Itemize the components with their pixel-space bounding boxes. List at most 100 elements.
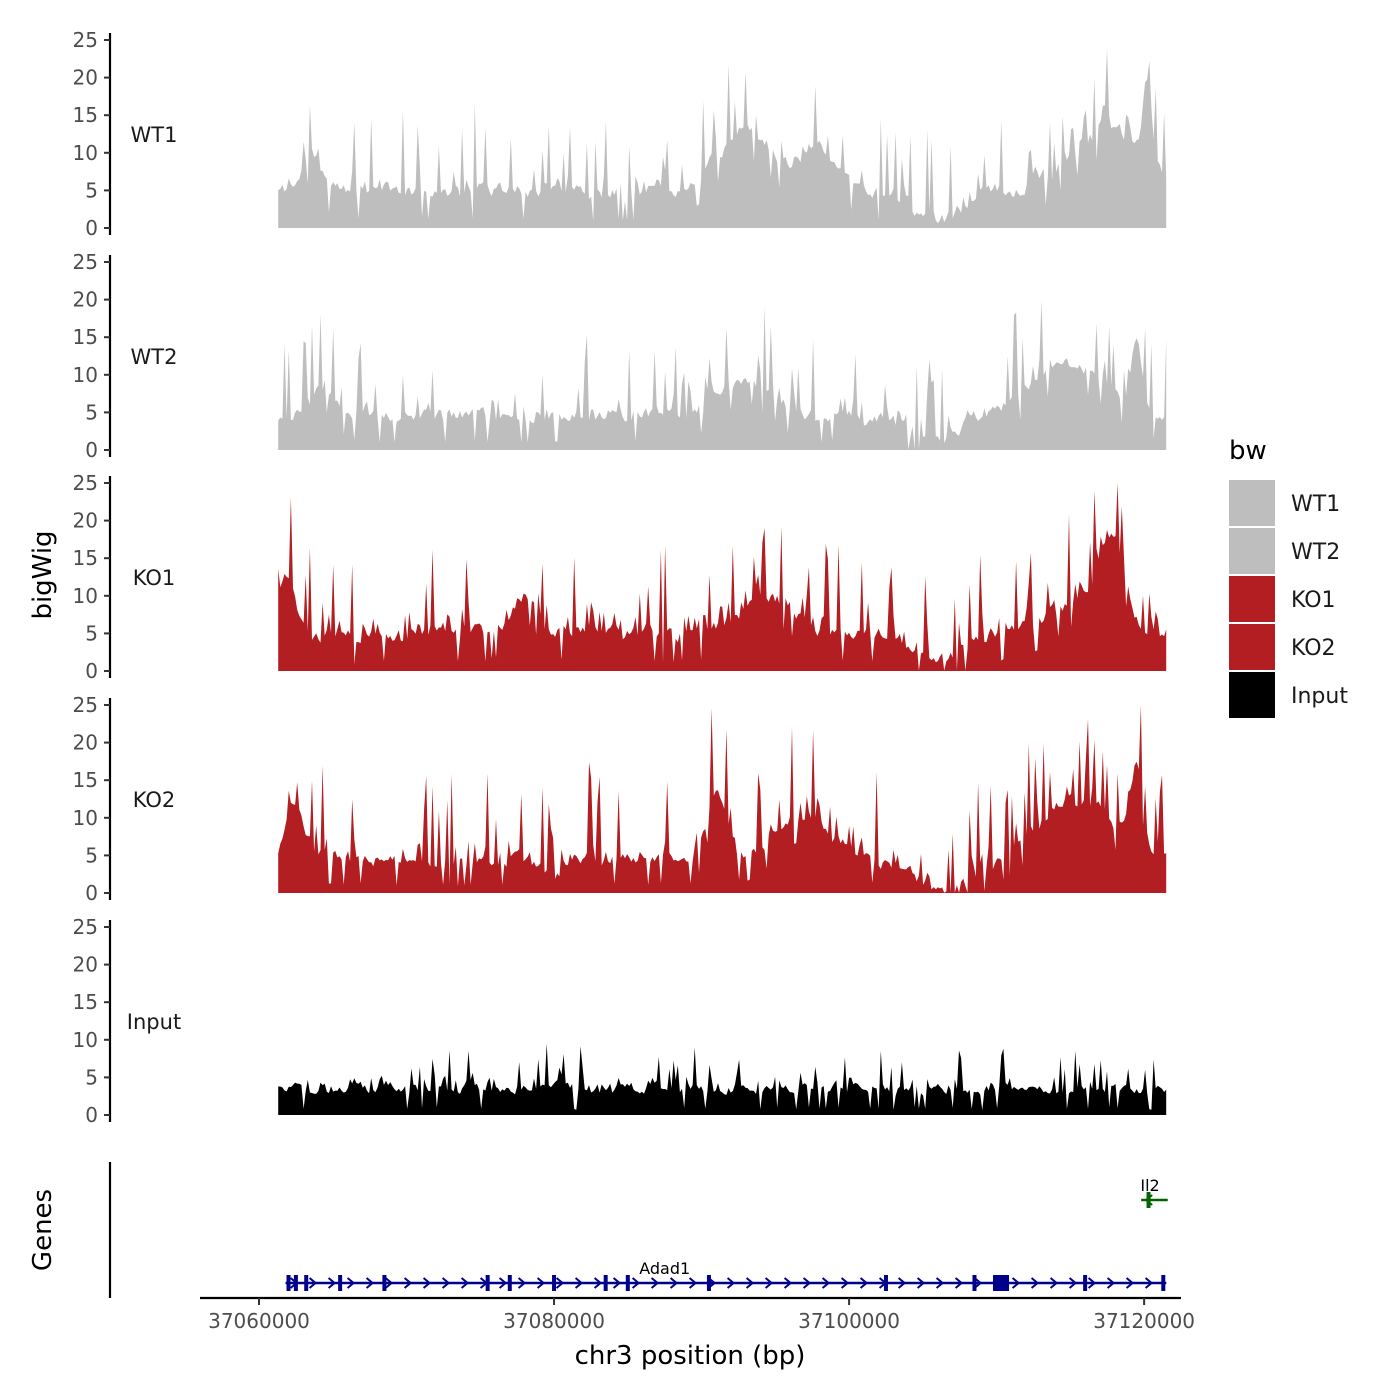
strand-arrow [441, 1277, 451, 1289]
exon [338, 1275, 343, 1291]
exon [293, 1275, 298, 1291]
legend-swatch-ko2 [1229, 624, 1275, 670]
y-tick-label: 25 [73, 693, 98, 717]
exon [286, 1275, 291, 1291]
strand-arrow [840, 1277, 850, 1289]
strand-arrow [650, 1277, 660, 1289]
y-tick-label: 25 [73, 915, 98, 939]
legend-swatch-wt1 [1229, 480, 1275, 526]
exon [1146, 1192, 1151, 1208]
exon [883, 1275, 888, 1291]
y-tick-label: 0 [85, 216, 98, 240]
strand-arrow [726, 1277, 736, 1289]
x-tick-label: 37060000 [208, 1309, 310, 1333]
legend-title: bw [1229, 436, 1267, 466]
strand-arrow [897, 1277, 907, 1289]
y-tick-label: 20 [73, 288, 98, 312]
y-tick-label: 10 [73, 584, 98, 608]
strand-arrow [1144, 1277, 1154, 1289]
y-tick-label: 15 [73, 103, 98, 127]
strand-arrow [555, 1277, 565, 1289]
strand-arrow [745, 1277, 755, 1289]
y-tick-label: 5 [85, 1065, 98, 1089]
exon-large [993, 1275, 1010, 1291]
legend-swatch-input [1229, 672, 1275, 718]
strand-arrow [1106, 1277, 1116, 1289]
gene-adad1: Adad1 [285, 1259, 1167, 1291]
y-tick-label: 15 [73, 325, 98, 349]
strand-arrow [346, 1277, 356, 1289]
strand-arrow [1087, 1277, 1097, 1289]
gene-il2: Il2 [1140, 1176, 1168, 1208]
y-tick-label: 15 [73, 990, 98, 1014]
legend-label-input: Input [1291, 684, 1348, 709]
y-tick-label: 20 [73, 509, 98, 533]
legend-label-ko2: KO2 [1291, 636, 1336, 661]
exon [1083, 1275, 1088, 1291]
strand-arrow [954, 1277, 964, 1289]
y-tick-label: 15 [73, 768, 98, 792]
strand-arrow [1049, 1277, 1059, 1289]
y-tick-label: 0 [85, 659, 98, 683]
y-tick-label: 10 [73, 1028, 98, 1052]
strand-arrow [517, 1277, 527, 1289]
signal-area-ko2 [278, 705, 1167, 893]
legend-label-wt2: WT2 [1291, 540, 1340, 565]
exon [706, 1275, 711, 1291]
strand-arrow [536, 1277, 546, 1289]
strand-arrow [859, 1277, 869, 1289]
signal-area-wt1 [278, 49, 1167, 228]
strand-arrow [631, 1277, 641, 1289]
signal-area-ko1 [278, 483, 1167, 671]
x-tick-label: 37120000 [1093, 1309, 1195, 1333]
track-label: Input [127, 1010, 181, 1034]
gene-label: Adad1 [639, 1259, 690, 1278]
strand-arrow [802, 1277, 812, 1289]
strand-arrow [821, 1277, 831, 1289]
legend-label-ko1: KO1 [1291, 588, 1336, 613]
track-label: WT1 [131, 123, 178, 147]
track-ko2: 0 5 10 15 20 25 KO2 [73, 693, 1167, 905]
genes-axis-title: Genes [28, 1189, 58, 1271]
y-tick-label: 10 [73, 141, 98, 165]
strand-arrow [384, 1277, 394, 1289]
y-tick-label: 25 [73, 28, 98, 52]
y-tick-label: 5 [85, 843, 98, 867]
y-tick-label: 5 [85, 400, 98, 424]
gene-label: Il2 [1140, 1176, 1159, 1195]
legend-swatch-ko1 [1229, 576, 1275, 622]
x-tick-label: 37080000 [503, 1309, 605, 1333]
exon [552, 1275, 557, 1291]
track-wt2: 0 5 10 15 20 25 WT2 [73, 250, 1167, 462]
y-tick-label: 5 [85, 621, 98, 645]
y-tick-label: 0 [85, 1103, 98, 1127]
track-label: WT2 [131, 345, 178, 369]
y-tick-label: 0 [85, 881, 98, 905]
strand-arrow [403, 1277, 413, 1289]
track-label: KO1 [133, 566, 176, 590]
strand-arrow [688, 1277, 698, 1289]
strand-arrow [498, 1277, 508, 1289]
exon [485, 1275, 490, 1291]
exon [603, 1275, 608, 1291]
strand-arrow [593, 1277, 603, 1289]
exon [304, 1275, 309, 1291]
exon [625, 1275, 630, 1291]
strand-arrow [935, 1277, 945, 1289]
y-axis-title: bigWig [28, 530, 58, 619]
y-tick-label: 5 [85, 178, 98, 202]
exon [507, 1275, 512, 1291]
y-tick-label: 25 [73, 250, 98, 274]
y-tick-label: 0 [85, 438, 98, 462]
y-tick-label: 10 [73, 363, 98, 387]
strand-arrow [308, 1277, 318, 1289]
exon [382, 1275, 387, 1291]
strand-arrow [669, 1277, 679, 1289]
legend: bw WT1 WT2 KO1 KO2 Input [1229, 436, 1348, 718]
y-tick-label: 15 [73, 546, 98, 570]
y-tick-label: 10 [73, 806, 98, 830]
track-wt1: 0 5 10 15 20 25 WT1 [73, 28, 1167, 240]
track-ko1: 0 5 10 15 20 25 KO1 [73, 471, 1167, 683]
signal-area-input [278, 1043, 1167, 1115]
strand-arrow [1030, 1277, 1040, 1289]
